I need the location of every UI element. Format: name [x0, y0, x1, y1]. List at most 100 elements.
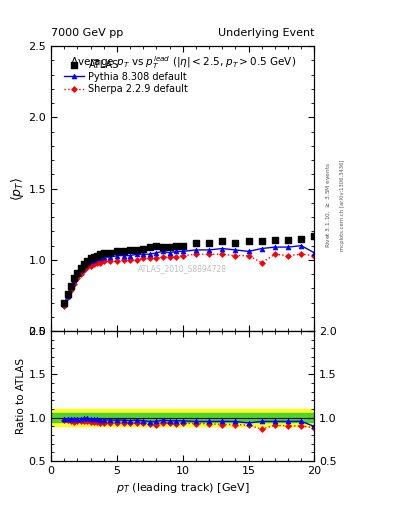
Text: Underlying Event: Underlying Event — [218, 28, 314, 38]
Pythia 8.308 default — [194, 247, 198, 253]
Pythia 8.308 default — [95, 255, 99, 262]
Pythia 8.308 default — [115, 252, 119, 259]
Text: ATLAS_2010_S8894728: ATLAS_2010_S8894728 — [138, 264, 227, 273]
Sherpa 2.2.9 default — [65, 294, 70, 300]
Sherpa 2.2.9 default — [121, 257, 126, 263]
Pythia 8.308 default — [121, 252, 126, 259]
ATLAS — [120, 247, 127, 255]
Pythia 8.308 default — [101, 254, 106, 260]
Sherpa 2.2.9 default — [167, 254, 172, 260]
Pythia 8.308 default — [128, 252, 132, 259]
ATLAS — [311, 231, 318, 240]
ATLAS — [61, 298, 68, 307]
Pythia 8.308 default — [180, 248, 185, 254]
Sherpa 2.2.9 default — [82, 267, 86, 273]
Pythia 8.308 default — [92, 257, 96, 263]
Sherpa 2.2.9 default — [233, 252, 238, 259]
ATLAS — [84, 257, 90, 265]
Pythia 8.308 default — [98, 255, 103, 262]
ATLAS — [147, 243, 153, 251]
Pythia 8.308 default — [88, 258, 93, 264]
Pythia 8.308 default — [167, 250, 172, 256]
Sherpa 2.2.9 default — [101, 258, 106, 264]
Sherpa 2.2.9 default — [273, 251, 277, 258]
Sherpa 2.2.9 default — [68, 287, 73, 293]
ATLAS — [64, 290, 71, 298]
ATLAS — [97, 250, 104, 259]
ATLAS — [180, 242, 186, 250]
Pythia 8.308 default — [174, 248, 178, 254]
Sherpa 2.2.9 default — [259, 260, 264, 266]
ATLAS — [298, 234, 305, 243]
ATLAS — [219, 237, 226, 245]
Sherpa 2.2.9 default — [194, 251, 198, 258]
Sherpa 2.2.9 default — [92, 261, 96, 267]
ATLAS — [134, 246, 140, 254]
Pythia 8.308 default — [312, 250, 317, 256]
ATLAS — [259, 237, 265, 245]
Pythia 8.308 default — [273, 244, 277, 250]
ATLAS — [91, 253, 97, 261]
Pythia 8.308 default — [68, 284, 73, 290]
ATLAS — [140, 244, 147, 252]
ATLAS — [68, 282, 74, 290]
Sherpa 2.2.9 default — [75, 275, 80, 282]
Pythia 8.308 default — [299, 243, 304, 249]
Line: Sherpa 2.2.9 default: Sherpa 2.2.9 default — [62, 252, 316, 308]
Legend: ATLAS, Pythia 8.308 default, Sherpa 2.2.9 default: ATLAS, Pythia 8.308 default, Sherpa 2.2.… — [61, 57, 191, 97]
Sherpa 2.2.9 default — [312, 252, 317, 259]
ATLAS — [107, 249, 114, 257]
Pythia 8.308 default — [147, 251, 152, 258]
Text: 7000 GeV pp: 7000 GeV pp — [51, 28, 123, 38]
Sherpa 2.2.9 default — [95, 260, 99, 266]
Sherpa 2.2.9 default — [286, 252, 290, 259]
Pythia 8.308 default — [141, 251, 146, 258]
Pythia 8.308 default — [75, 271, 80, 278]
Pythia 8.308 default — [207, 247, 211, 253]
ATLAS — [167, 243, 173, 251]
ATLAS — [127, 246, 133, 254]
Sherpa 2.2.9 default — [128, 257, 132, 263]
Pythia 8.308 default — [259, 245, 264, 251]
Pythia 8.308 default — [72, 277, 77, 283]
Pythia 8.308 default — [233, 247, 238, 253]
ATLAS — [94, 251, 100, 260]
ATLAS — [77, 264, 84, 272]
ATLAS — [74, 269, 81, 277]
ATLAS — [246, 237, 252, 245]
Sherpa 2.2.9 default — [147, 255, 152, 262]
Bar — [51, 409, 314, 426]
Pythia 8.308 default — [220, 245, 225, 251]
Sherpa 2.2.9 default — [115, 258, 119, 264]
Sherpa 2.2.9 default — [85, 264, 90, 270]
ATLAS — [206, 239, 212, 247]
Sherpa 2.2.9 default — [88, 263, 93, 269]
Text: Rivet 3.1.10, $\geq$ 3.5M events: Rivet 3.1.10, $\geq$ 3.5M events — [324, 162, 332, 248]
Pythia 8.308 default — [286, 244, 290, 250]
ATLAS — [101, 249, 107, 257]
Sherpa 2.2.9 default — [220, 251, 225, 258]
Sherpa 2.2.9 default — [141, 255, 146, 262]
Pythia 8.308 default — [62, 301, 67, 307]
Pythia 8.308 default — [161, 248, 165, 254]
Sherpa 2.2.9 default — [246, 252, 251, 259]
Sherpa 2.2.9 default — [299, 251, 304, 258]
Pythia 8.308 default — [134, 251, 139, 258]
X-axis label: $p_T$ (leading track) [GeV]: $p_T$ (leading track) [GeV] — [116, 481, 250, 495]
Sherpa 2.2.9 default — [180, 252, 185, 259]
ATLAS — [173, 242, 179, 250]
ATLAS — [114, 247, 120, 255]
Sherpa 2.2.9 default — [108, 258, 113, 264]
Sherpa 2.2.9 default — [161, 254, 165, 260]
Sherpa 2.2.9 default — [62, 303, 67, 309]
Text: mcplots.cern.ch [arXiv:1306.3436]: mcplots.cern.ch [arXiv:1306.3436] — [340, 159, 345, 250]
Sherpa 2.2.9 default — [134, 257, 139, 263]
Y-axis label: Ratio to ATLAS: Ratio to ATLAS — [16, 358, 26, 434]
Line: Pythia 8.308 default: Pythia 8.308 default — [62, 243, 317, 307]
Sherpa 2.2.9 default — [98, 260, 103, 266]
ATLAS — [160, 243, 166, 251]
Sherpa 2.2.9 default — [174, 254, 178, 260]
Bar — [51, 413, 314, 422]
ATLAS — [193, 239, 199, 247]
ATLAS — [153, 242, 160, 250]
